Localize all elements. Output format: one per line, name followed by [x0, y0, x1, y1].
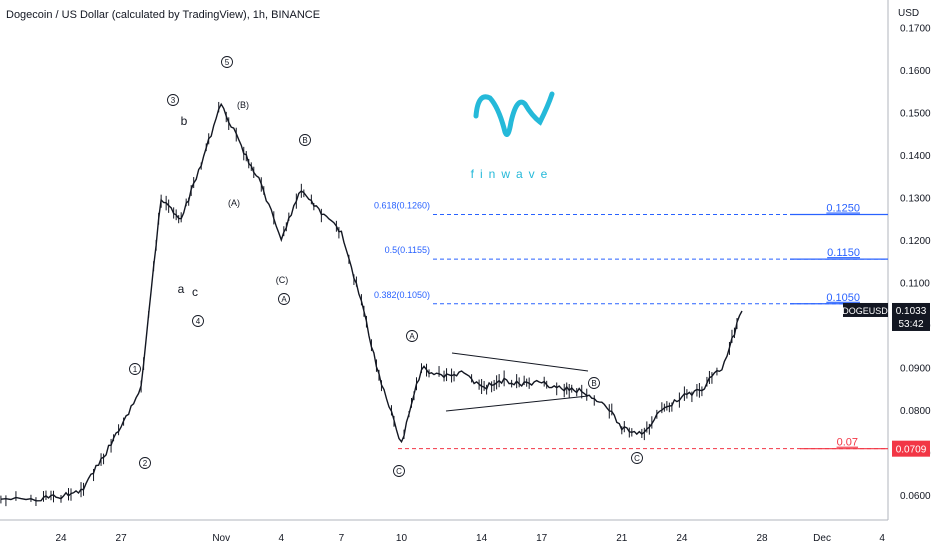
- y-tick-label: 0.1500: [900, 109, 931, 120]
- price-series-line: [0, 102, 743, 502]
- support-badge: [892, 440, 930, 457]
- x-tick-label: 4: [279, 533, 285, 544]
- wave-label: A: [281, 295, 287, 304]
- price-unit: USD: [898, 8, 920, 19]
- y-tick-label: 0.1400: [900, 151, 931, 162]
- finwave-logo-wave: [473, 91, 555, 137]
- y-tick-label: 0.1100: [900, 279, 930, 290]
- wave-label-circle: [221, 56, 233, 68]
- fib-level-label: 0.618(0.1260): [374, 201, 430, 211]
- x-tick-label: 10: [396, 533, 408, 544]
- wave-label: (C): [276, 275, 289, 285]
- y-tick-label: 0.0800: [900, 406, 931, 417]
- target-label: 0.1250: [826, 203, 860, 215]
- last-price-badge: [892, 302, 930, 331]
- wave-label: 1: [133, 365, 138, 374]
- target-label: 0.1150: [827, 247, 860, 259]
- symbol-badge-text: DOGEUSD: [842, 306, 888, 316]
- wave-label: b: [181, 114, 188, 128]
- wave-label: B: [302, 136, 307, 145]
- wave-label-circle: [139, 457, 151, 469]
- wave-label-circle: [129, 363, 141, 375]
- last-price-countdown: 53:42: [898, 319, 923, 330]
- x-tick-label: 7: [339, 533, 345, 544]
- x-tick-label: 21: [616, 533, 628, 544]
- wave-label: a: [178, 282, 185, 296]
- y-tick-label: 0.0600: [900, 491, 931, 502]
- support-label: 0.07: [837, 437, 858, 449]
- wave-label-circle: [393, 465, 405, 477]
- wave-label: (B): [237, 100, 249, 110]
- x-tick-label: 27: [116, 533, 128, 544]
- wave-label-circle: [631, 452, 643, 464]
- wave-label-circle: [588, 377, 600, 389]
- x-tick-label: 14: [476, 533, 488, 544]
- wave-label: B: [591, 379, 596, 388]
- wave-label-circle: [192, 315, 204, 327]
- wave-label: C: [634, 454, 640, 463]
- wave-label-circle: [278, 293, 290, 305]
- last-price-value: 0.1033: [896, 306, 927, 317]
- fib-level-label: 0.5(0.1155): [385, 245, 430, 255]
- x-tick-label: 24: [55, 533, 67, 544]
- y-tick-label: 0.1600: [900, 66, 931, 77]
- triangle-lower-line: [445, 395, 589, 412]
- y-tick-label: 0.1200: [900, 236, 931, 247]
- wave-label: (A): [228, 198, 240, 208]
- x-tick-label: Nov: [212, 533, 230, 544]
- chart-title: Dogecoin / US Dollar (calculated by Trad…: [6, 9, 321, 21]
- y-tick-label: 0.0900: [900, 364, 931, 375]
- wave-label-circle: [167, 94, 179, 106]
- y-tick-label: 0.1700: [900, 24, 931, 35]
- support-badge-value: 0.0709: [896, 445, 927, 456]
- fib-level-label: 0.382(0.1050): [374, 290, 430, 300]
- x-tick-label: Dec: [813, 533, 831, 544]
- triangle-upper-line: [451, 352, 589, 372]
- wave-label: 2: [143, 459, 148, 468]
- wave-label: A: [409, 332, 415, 341]
- wave-label: 4: [196, 317, 201, 326]
- target-label: 0.1050: [826, 292, 860, 304]
- wave-label: c: [192, 285, 198, 299]
- x-tick-label: 4: [879, 533, 885, 544]
- wave-label: 3: [171, 96, 176, 105]
- finwave-logo-text: finwave: [471, 167, 554, 181]
- x-tick-label: 17: [536, 533, 548, 544]
- x-tick-label: 24: [676, 533, 688, 544]
- wave-label: 5: [225, 58, 230, 67]
- wave-label-circle: [406, 330, 418, 342]
- x-tick-label: 28: [756, 533, 768, 544]
- wave-label-circle: [299, 134, 311, 146]
- wave-label: C: [396, 467, 402, 476]
- y-tick-label: 0.1300: [900, 194, 931, 205]
- symbol-badge: [843, 302, 888, 317]
